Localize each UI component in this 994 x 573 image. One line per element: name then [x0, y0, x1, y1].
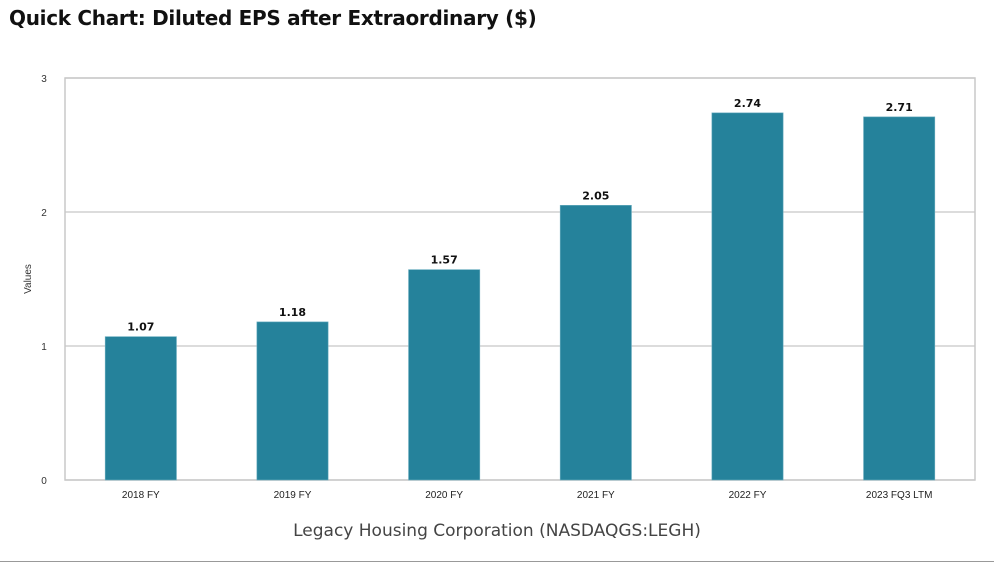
data-labels: 1.07 1.18 1.57 2.05 2.74 2.71: [127, 97, 912, 334]
data-label: 1.18: [279, 306, 306, 319]
x-tick-label: 2023 FQ3 LTM: [866, 490, 933, 501]
x-tick-label: 2022 FY: [729, 490, 767, 501]
bar[interactable]: [256, 321, 329, 481]
data-label: 2.71: [886, 101, 913, 114]
data-label: 2.74: [734, 97, 761, 110]
x-tick-label: 2019 FY: [274, 490, 312, 501]
data-label: 1.57: [431, 254, 458, 267]
bars: [104, 112, 936, 481]
y-axis-ticks: 0 1 2 3: [41, 74, 47, 487]
gridlines: [65, 77, 975, 481]
y-tick-label: 3: [41, 74, 47, 85]
y-tick-label: 2: [41, 208, 47, 219]
chart-title: Quick Chart: Diluted EPS after Extraordi…: [9, 6, 537, 30]
chart-subtitle: Legacy Housing Corporation (NASDAQGS:LEG…: [293, 521, 701, 541]
plot-frame: [64, 77, 976, 481]
bar[interactable]: [711, 112, 784, 481]
x-axis-ticks: 2018 FY 2019 FY 2020 FY 2021 FY 2022 FY 2023 …: [122, 490, 932, 501]
y-tick-label: 0: [41, 476, 47, 487]
y-axis-label: Values: [23, 264, 34, 294]
bar[interactable]: [104, 336, 177, 481]
x-tick-label: 2021 FY: [577, 490, 615, 501]
bar[interactable]: [863, 116, 936, 481]
x-tick-label: 2020 FY: [425, 490, 463, 501]
bar[interactable]: [559, 205, 632, 481]
bar[interactable]: [408, 269, 481, 481]
data-label: 1.07: [127, 321, 154, 334]
x-tick-label: 2018 FY: [122, 490, 160, 501]
data-label: 2.05: [582, 189, 609, 202]
y-tick-label: 1: [41, 342, 47, 353]
